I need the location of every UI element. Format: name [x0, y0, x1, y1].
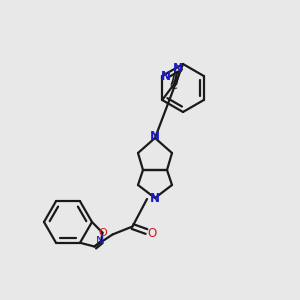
Text: N: N [150, 193, 160, 206]
Text: N: N [96, 236, 104, 246]
Text: O: O [98, 228, 107, 238]
Text: C: C [169, 81, 177, 91]
Text: N: N [161, 70, 171, 83]
Text: N: N [173, 62, 183, 76]
Text: N: N [150, 130, 160, 143]
Text: O: O [148, 227, 157, 240]
